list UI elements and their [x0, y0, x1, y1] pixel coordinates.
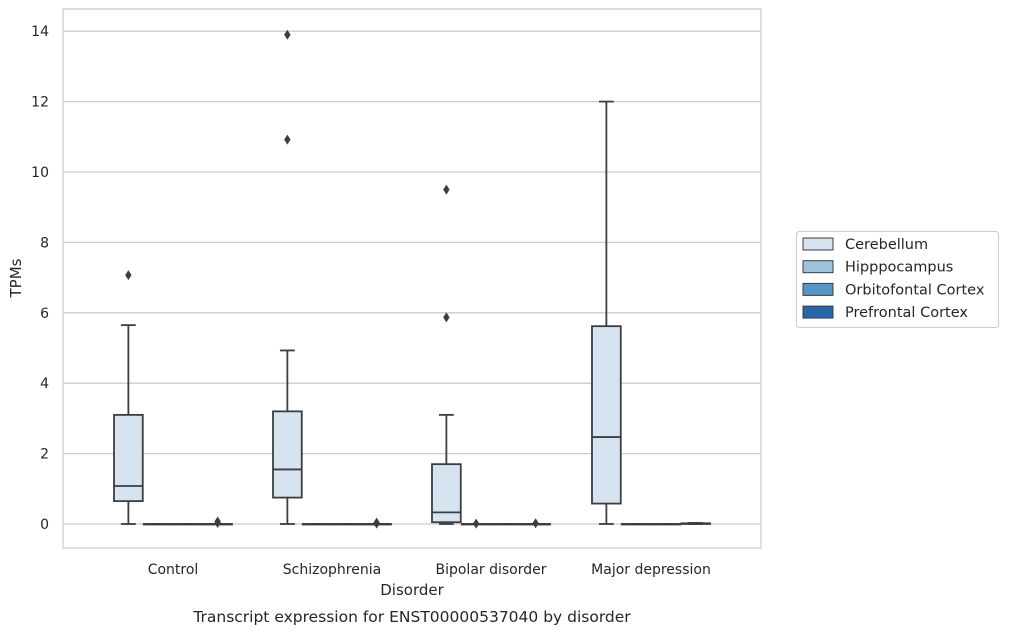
box-cerebellum [591, 100, 622, 525]
legend-frame [796, 231, 999, 328]
legend-entry-label: Cerebellum [845, 237, 928, 253]
y-tick-label: 12 [31, 95, 49, 111]
outlier-point [125, 270, 132, 281]
box-prefrontal-cortex [361, 517, 392, 529]
legend-swatch [802, 237, 834, 251]
plot-area-frame [62, 8, 762, 549]
outlier-point [284, 134, 291, 145]
legend-entry-label: Hipppocampus [845, 260, 953, 276]
x-tick-label: Control [148, 562, 199, 578]
x-tick-labels: Control Schizophrenia Bipolar disorder Majo… [148, 562, 711, 578]
outlier-point [214, 516, 221, 527]
outlier-point [532, 518, 539, 529]
iqr-box [591, 325, 622, 505]
legend-entry-label: Prefrontal Cortex [845, 305, 968, 321]
outlier-point [443, 312, 450, 323]
x-tick-label: Bipolar disorder [435, 562, 546, 578]
box-orbitofontal-cortex [172, 523, 204, 526]
y-tick-labels: 0 2 4 6 8 10 12 14 [31, 24, 49, 533]
y-axis-label: TPMs [7, 258, 25, 298]
legend-swatch [802, 282, 834, 296]
y-tick-label: 8 [40, 235, 49, 251]
x-tick-label: Major depression [591, 562, 711, 578]
outlier-point [472, 518, 480, 529]
box-prefrontal-cortex [680, 522, 711, 525]
y-tick-label: 10 [31, 165, 49, 181]
iqr-box [431, 463, 462, 524]
box-hipppocampus [460, 518, 492, 529]
iqr-box [113, 413, 144, 503]
legend-swatch [802, 305, 834, 319]
y-tick-label: 6 [40, 306, 49, 322]
outlier-point [373, 517, 380, 528]
y-tick-label: 0 [40, 517, 49, 533]
box-prefrontal-cortex [520, 518, 551, 529]
x-axis-label: Disorder [380, 581, 444, 599]
legend-entry-label: Orbitofontal Cortex [845, 282, 985, 298]
box-cerebellum [431, 184, 462, 525]
box-marks [113, 29, 711, 529]
box-hipppocampus [620, 523, 652, 526]
y-tick-label: 4 [40, 376, 49, 392]
y-tick-label: 14 [31, 24, 49, 40]
chart-caption: Transcript expression for ENST0000053704… [192, 608, 631, 626]
box-hipppocampus [142, 523, 174, 526]
y-tick-label: 2 [40, 447, 49, 463]
legend: Cerebellum Hipppocampus Orbitofontal Corte… [796, 231, 999, 328]
outlier-point [284, 29, 291, 40]
box-cerebellum [113, 270, 144, 525]
x-tick-label: Schizophrenia [283, 562, 381, 578]
legend-swatch [802, 260, 834, 274]
iqr-box [272, 410, 303, 499]
box-orbitofontal-cortex [490, 523, 522, 526]
box-prefrontal-cortex [202, 516, 233, 528]
box-cerebellum [272, 29, 303, 525]
box-orbitofontal-cortex [331, 523, 363, 526]
box-orbitofontal-cortex [650, 523, 682, 526]
box-hipppocampus [301, 523, 333, 526]
outlier-point [443, 184, 450, 195]
